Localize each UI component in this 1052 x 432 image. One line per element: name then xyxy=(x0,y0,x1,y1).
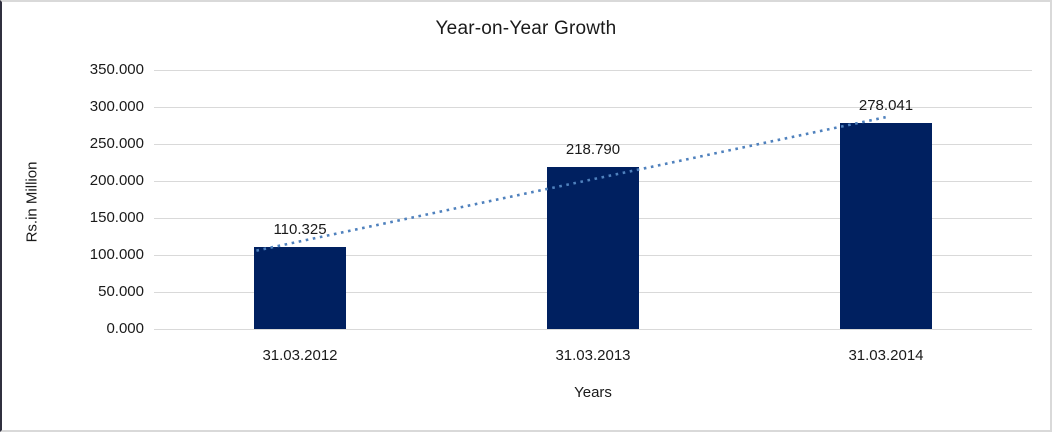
data-label: 218.790 xyxy=(565,141,621,158)
bar-31.03.2012 xyxy=(254,247,346,329)
data-label: 278.041 xyxy=(858,97,914,114)
gridline xyxy=(154,329,1032,330)
y-tick-label: 350.000 xyxy=(89,61,144,78)
bar-31.03.2014 xyxy=(840,123,932,329)
x-tick-label: 31.03.2012 xyxy=(262,347,338,364)
chart-title: Year-on-Year Growth xyxy=(435,18,617,39)
x-tick-label: 31.03.2013 xyxy=(555,347,631,364)
bar-31.03.2013 xyxy=(547,167,639,329)
x-tick-label: 31.03.2014 xyxy=(848,347,924,364)
x-axis-title: Years xyxy=(574,384,612,401)
data-label: 110.325 xyxy=(273,221,327,238)
gridline xyxy=(154,107,1032,108)
y-tick-label: 0.000 xyxy=(106,320,144,337)
y-tick-label: 200.000 xyxy=(89,172,144,189)
y-tick-label: 50.000 xyxy=(98,283,144,300)
y-tick-label: 150.000 xyxy=(89,209,144,226)
y-tick-label: 100.000 xyxy=(89,246,144,263)
y-tick-label: 250.000 xyxy=(89,135,144,152)
gridline xyxy=(154,70,1032,71)
y-tick-label: 300.000 xyxy=(89,98,144,115)
